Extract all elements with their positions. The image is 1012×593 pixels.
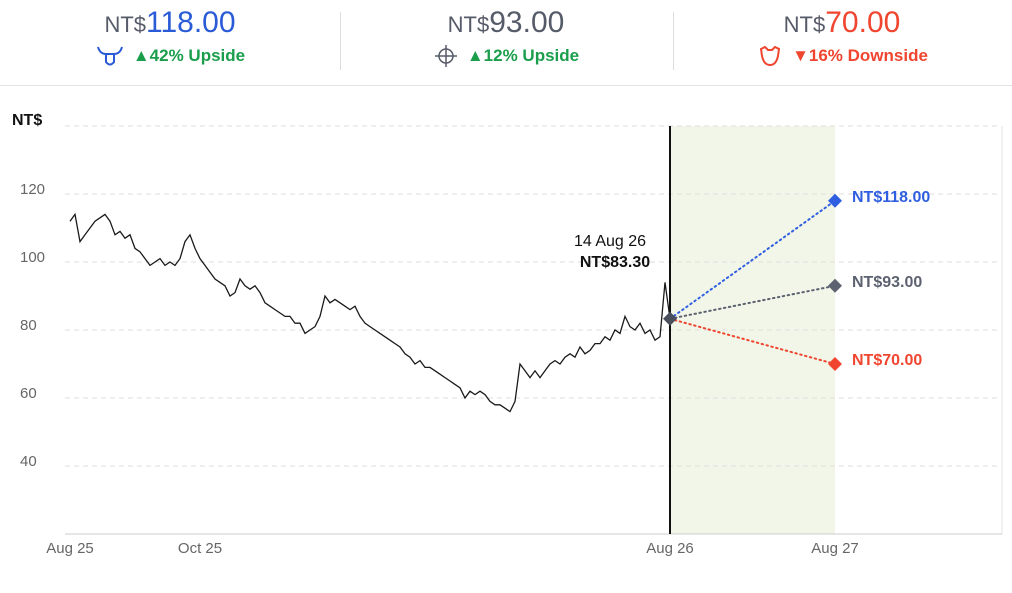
target-label: NT$70.00 <box>852 352 922 369</box>
currency-prefix: NT$ <box>783 12 826 37</box>
target-average: NT$93.00 ▲12% Upside <box>338 4 674 73</box>
y-tick-label: 60 <box>20 385 37 402</box>
y-tick-label: 80 <box>20 317 37 334</box>
y-tick-label: 100 <box>20 249 45 266</box>
y-tick-label: 40 <box>20 453 37 470</box>
target-high: NT$118.00 ▲42% Upside <box>2 4 338 73</box>
currency-prefix: NT$ <box>104 12 147 37</box>
y-tick-label: 120 <box>20 181 45 198</box>
current-marker <box>663 311 677 326</box>
x-tick-label: Aug 27 <box>811 540 859 557</box>
price-line <box>69 212 671 413</box>
crosshair-icon <box>434 45 457 67</box>
bear-icon <box>759 45 781 67</box>
price: 70.00 <box>825 6 901 39</box>
target-marker <box>828 278 842 293</box>
currency-prefix: NT$ <box>447 12 490 37</box>
target-label: NT$118.00 <box>852 189 930 206</box>
target-line <box>669 317 836 365</box>
x-tick-label: Oct 25 <box>178 540 222 557</box>
annotation-date: 14 Aug 26 <box>574 233 646 250</box>
target-low: NT$70.00 ▼16% Downside <box>674 4 1010 73</box>
target-line <box>669 199 836 320</box>
separator <box>340 12 341 70</box>
x-tick-label: Aug 26 <box>646 540 694 557</box>
target-line <box>669 284 836 320</box>
target-label: NT$93.00 <box>852 274 922 291</box>
y-axis-label: NT$ <box>12 112 42 129</box>
change: ▲12% Upside <box>466 46 580 65</box>
change: ▲42% Upside <box>132 46 246 65</box>
x-tick-label: Aug 25 <box>46 540 94 557</box>
price: 118.00 <box>146 6 236 39</box>
price: 93.00 <box>489 6 565 39</box>
annotation-value: NT$83.30 <box>580 254 650 271</box>
separator <box>673 12 674 70</box>
target-marker <box>828 193 842 208</box>
bull-icon <box>96 46 123 66</box>
header-border <box>0 85 1012 86</box>
change: ▼16% Downside <box>792 46 928 65</box>
target-marker <box>828 357 842 371</box>
